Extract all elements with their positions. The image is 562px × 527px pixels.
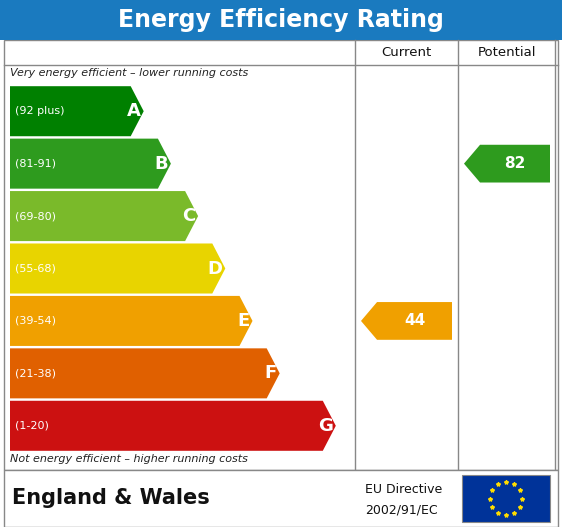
- Text: D: D: [207, 259, 223, 278]
- Bar: [4, 40, 558, 470]
- Text: EU Directive: EU Directive: [365, 483, 442, 496]
- Text: Current: Current: [382, 46, 432, 59]
- Text: 82: 82: [504, 156, 525, 171]
- Text: (55-68): (55-68): [15, 264, 56, 274]
- Text: 2002/91/EC: 2002/91/EC: [365, 503, 438, 516]
- Text: (69-80): (69-80): [15, 211, 56, 221]
- Text: (39-54): (39-54): [15, 316, 56, 326]
- Polygon shape: [10, 401, 336, 451]
- Text: England & Wales: England & Wales: [12, 489, 210, 509]
- Text: Energy Efficiency Rating: Energy Efficiency Rating: [118, 8, 444, 32]
- Text: Not energy efficient – higher running costs: Not energy efficient – higher running co…: [10, 454, 248, 464]
- Polygon shape: [10, 243, 225, 294]
- Text: C: C: [182, 207, 195, 225]
- Bar: [462, 475, 550, 522]
- Text: B: B: [155, 154, 168, 173]
- Polygon shape: [361, 302, 452, 340]
- Polygon shape: [464, 145, 550, 182]
- Polygon shape: [10, 139, 171, 189]
- Text: Potential: Potential: [478, 46, 536, 59]
- Text: G: G: [318, 417, 333, 435]
- Text: A: A: [127, 102, 140, 120]
- Text: F: F: [265, 364, 277, 383]
- Polygon shape: [10, 191, 198, 241]
- Text: E: E: [237, 312, 250, 330]
- Bar: [0, 0, 562, 40]
- Text: (21-38): (21-38): [15, 368, 56, 378]
- Polygon shape: [10, 348, 280, 398]
- Text: (81-91): (81-91): [15, 159, 56, 169]
- Text: (92 plus): (92 plus): [15, 106, 65, 116]
- Text: 44: 44: [404, 314, 425, 328]
- Polygon shape: [10, 296, 252, 346]
- Bar: [4, 470, 558, 527]
- Text: Very energy efficient – lower running costs: Very energy efficient – lower running co…: [10, 68, 248, 78]
- Text: (1-20): (1-20): [15, 421, 49, 431]
- Polygon shape: [10, 86, 144, 136]
